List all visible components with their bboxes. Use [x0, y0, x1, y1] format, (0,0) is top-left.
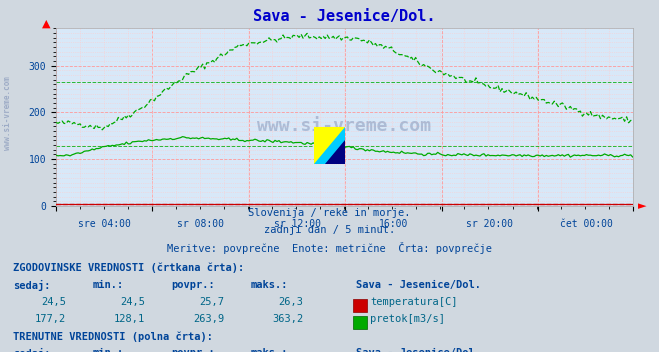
Text: 128,1: 128,1 [114, 314, 145, 325]
Text: ▲: ▲ [42, 18, 50, 28]
Text: sr 08:00: sr 08:00 [177, 219, 224, 229]
FancyBboxPatch shape [353, 298, 367, 312]
Text: sr 20:00: sr 20:00 [467, 219, 513, 229]
Text: 25,7: 25,7 [199, 297, 224, 307]
Text: Meritve: povprečne  Enote: metrične  Črta: povprečje: Meritve: povprečne Enote: metrične Črta:… [167, 242, 492, 254]
Text: temperatura[C]: temperatura[C] [370, 297, 458, 307]
Text: 263,9: 263,9 [193, 314, 224, 325]
Text: ►: ► [639, 201, 647, 211]
Text: pretok[m3/s]: pretok[m3/s] [370, 314, 445, 325]
Polygon shape [314, 127, 345, 164]
Text: 26,3: 26,3 [278, 297, 303, 307]
Text: 16:00: 16:00 [379, 219, 408, 229]
Text: povpr.:: povpr.: [171, 280, 215, 290]
Text: sedaj:: sedaj: [13, 348, 51, 352]
Text: Slovenija / reke in morje.: Slovenija / reke in morje. [248, 208, 411, 218]
Text: www.si-vreme.com: www.si-vreme.com [257, 117, 432, 135]
Text: povpr.:: povpr.: [171, 348, 215, 352]
Polygon shape [314, 127, 345, 164]
Text: sre 04:00: sre 04:00 [78, 219, 130, 229]
FancyBboxPatch shape [353, 316, 367, 329]
Text: www.si-vreme.com: www.si-vreme.com [3, 76, 13, 150]
Text: 177,2: 177,2 [35, 314, 66, 325]
Text: sedaj:: sedaj: [13, 280, 51, 291]
Title: Sava - Jesenice/Dol.: Sava - Jesenice/Dol. [253, 9, 436, 24]
Text: Sava - Jesenice/Dol.: Sava - Jesenice/Dol. [356, 348, 481, 352]
Text: 24,5: 24,5 [120, 297, 145, 307]
Text: Sava - Jesenice/Dol.: Sava - Jesenice/Dol. [356, 280, 481, 290]
Text: ZGODOVINSKE VREDNOSTI (črtkana črta):: ZGODOVINSKE VREDNOSTI (črtkana črta): [13, 263, 244, 273]
Text: zadnji dan / 5 minut.: zadnji dan / 5 minut. [264, 225, 395, 235]
Text: čet 00:00: čet 00:00 [560, 219, 613, 229]
Text: 363,2: 363,2 [272, 314, 303, 325]
Text: min.:: min.: [92, 280, 123, 290]
Text: 24,5: 24,5 [41, 297, 66, 307]
Text: min.:: min.: [92, 348, 123, 352]
Text: TRENUTNE VREDNOSTI (polna črta):: TRENUTNE VREDNOSTI (polna črta): [13, 332, 213, 342]
Polygon shape [325, 140, 345, 164]
Text: maks.:: maks.: [250, 280, 288, 290]
Text: sr 12:00: sr 12:00 [273, 219, 321, 229]
Text: maks.:: maks.: [250, 348, 288, 352]
